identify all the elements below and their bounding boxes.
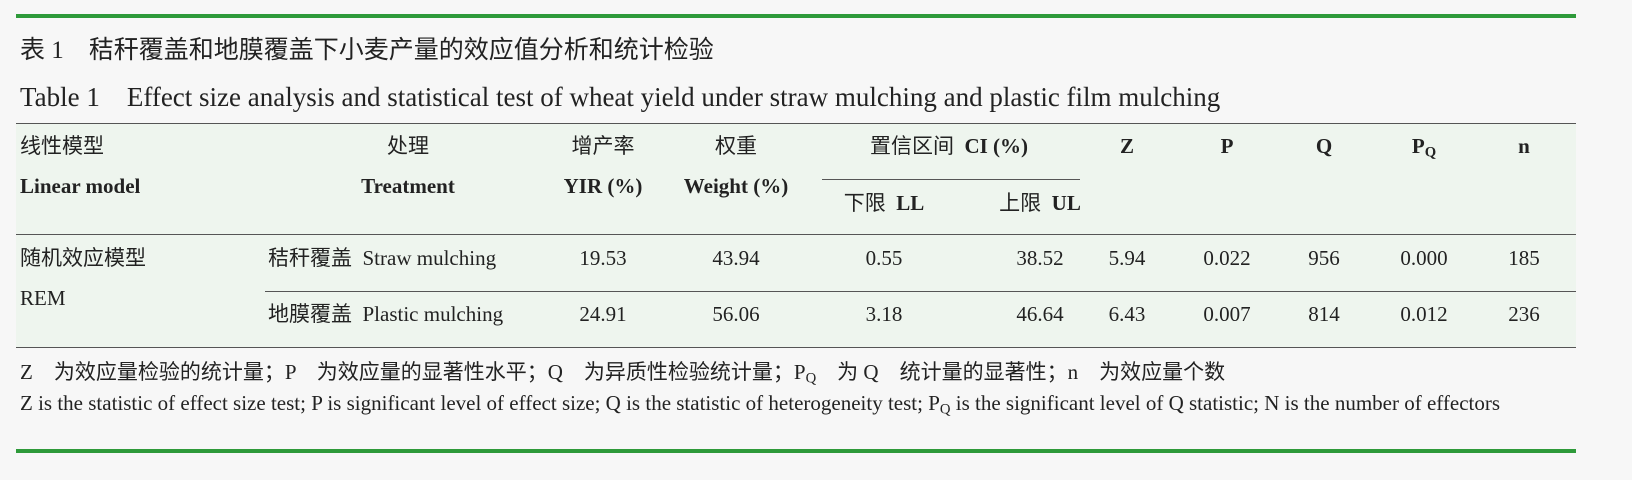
treatment-text: Straw mulching [362,246,497,270]
cell: 185 [1508,246,1540,270]
title-zh: 表 1 秸秆覆盖和地膜覆盖下小麦产量的效应值分析和统计检验 [20,38,714,63]
model-zh: 随机效应模型 [20,246,146,270]
treatment: 秸秆覆盖 Straw mulching [268,248,496,269]
header: P [1220,134,1234,158]
cell: 24.91 [579,302,627,326]
note-text: Z is the statistic of effect size test; … [20,391,940,415]
label: 表 1 [20,37,64,64]
header-rule [16,234,1576,235]
cell: 0.000 [1400,246,1448,270]
header: 线性模型 [20,134,104,158]
header: 处理 [387,134,429,158]
header: 置信区间 CI (%) [870,136,1028,157]
title: 秸秆覆盖和地膜覆盖下小麦产量的效应值分析和统计检验 [88,37,714,64]
note-text: 为 Q 统计量的显著性；n 为效应量个数 [816,360,1226,384]
cell: 814 [1308,302,1340,326]
cell: 0.55 [865,246,903,270]
title-en: Table 1 Effect size analysis and statist… [20,84,1220,111]
header: Q [1315,134,1333,158]
note-en: Z is the statistic of effect size test; … [20,390,1576,424]
note-text: is the significant level of Q statistic;… [950,391,1501,415]
header: Weight (%) [683,174,789,198]
cell: 3.18 [865,302,903,326]
cell: 0.022 [1203,246,1251,270]
header: 上限 UL [999,193,1081,214]
treatment-text: 秸秆覆盖 [268,246,352,270]
table-bg [16,123,1576,348]
cell: 46.64 [1016,302,1064,326]
title: Effect size analysis and statistical tes… [126,82,1221,112]
ci-zh: 置信区间 [869,134,954,158]
header: Z [1119,134,1135,158]
treatment-text: Plastic mulching [362,302,504,326]
model-en: REM [20,286,66,310]
top-rule [16,14,1576,18]
pq-main: P [1411,134,1425,158]
ll-zh: 下限 [843,191,886,215]
ul-en: UL [1051,191,1081,215]
header: n [1518,134,1530,158]
header: YIR (%) [563,174,643,198]
header: 增产率 [571,134,635,158]
cell: 0.007 [1203,302,1251,326]
cell: 236 [1508,302,1540,326]
note-zh: Z 为效应量检验的统计量；P 为效应量的显著性水平；Q 为异质性检验统计量；PQ… [20,360,1226,387]
header: Treatment [361,174,455,198]
ci-rule [822,179,1080,180]
treatment-text: 地膜覆盖 [268,302,352,326]
cell: 5.94 [1108,246,1146,270]
cell: 56.06 [712,302,760,326]
cell: 0.012 [1400,302,1448,326]
header: 下限 LL [844,193,925,214]
pq-sub: Q [1424,144,1437,161]
bottom-rule [16,449,1576,453]
ll-en: LL [896,191,925,215]
cell: 6.43 [1108,302,1146,326]
cell: 38.52 [1016,246,1064,270]
ul-zh: 上限 [999,191,1042,215]
header: 权重 [715,134,757,158]
cell: 19.53 [579,246,627,270]
treatment: 地膜覆盖 Plastic mulching [268,304,503,325]
ci-en: CI (%) [964,134,1029,158]
cell: 956 [1308,246,1340,270]
note-text: Z 为效应量检验的统计量；P 为效应量的显著性水平；Q 为异质性检验统计量；P [20,360,806,384]
header: Linear model [20,174,141,198]
note-sub: Q [939,401,951,418]
cell: 43.94 [712,246,760,270]
label: Table 1 [20,82,100,112]
note-sub: Q [805,370,817,387]
header: PQ [1411,134,1437,161]
row-rule [265,291,1576,292]
